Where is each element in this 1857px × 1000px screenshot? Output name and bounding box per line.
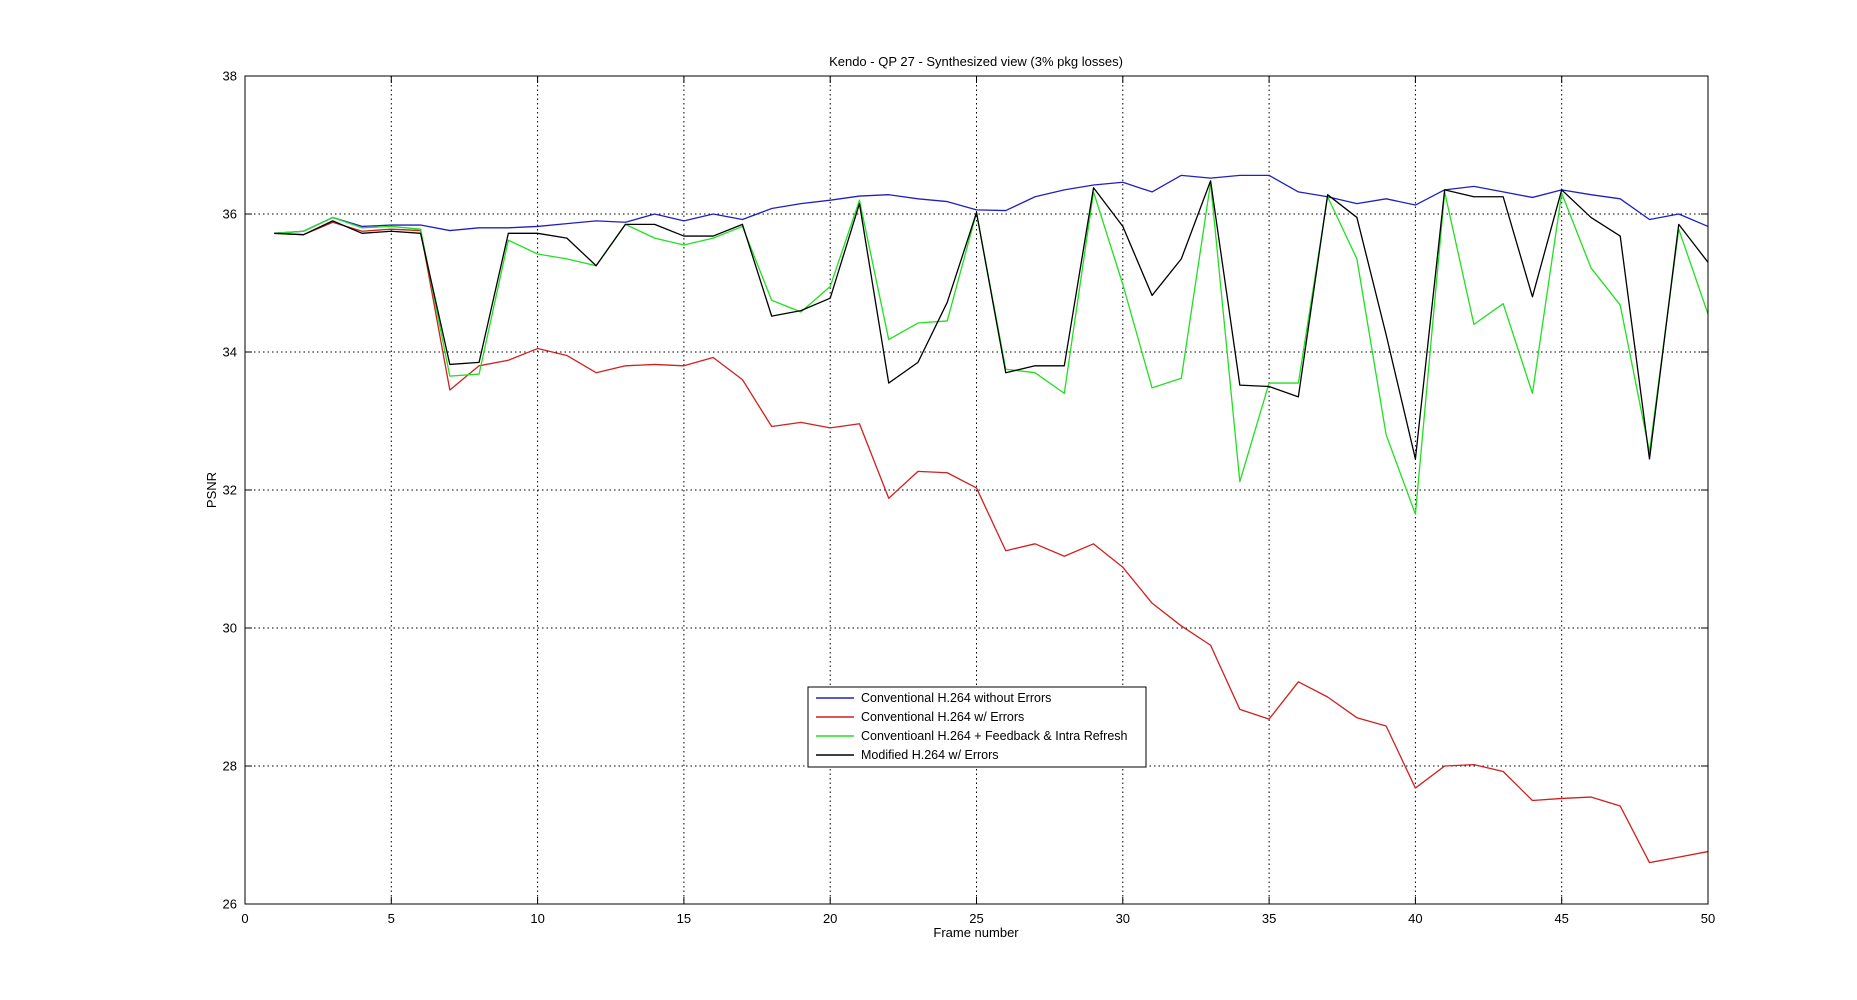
legend-label-1: Conventional H.264 without Errors	[861, 691, 1051, 705]
x-tick-label: 45	[1554, 911, 1568, 926]
x-tick-label: 0	[241, 911, 248, 926]
legend-box	[807, 686, 1147, 768]
x-tick-label: 15	[677, 911, 691, 926]
legend: Conventional H.264 without Errors Conven…	[807, 686, 1147, 768]
y-tick-label: 32	[223, 483, 237, 498]
y-tick-label: 34	[223, 345, 237, 360]
y-tick-label: 30	[223, 621, 237, 636]
x-tick-label: 25	[969, 911, 983, 926]
x-tick-label: 30	[1116, 911, 1130, 926]
x-tick-label: 35	[1262, 911, 1276, 926]
x-tick-label: 20	[823, 911, 837, 926]
legend-label-3: Conventioanl H.264 + Feedback & Intra Re…	[861, 729, 1128, 743]
x-axis-label: Frame number	[933, 925, 1019, 940]
x-tick-label: 50	[1701, 911, 1715, 926]
legend-label-4: Modified H.264 w/ Errors	[861, 748, 999, 762]
legend-label-2: Conventional H.264 w/ Errors	[861, 710, 1024, 724]
chart-title: Kendo - QP 27 - Synthesized view (3% pkg…	[829, 54, 1123, 69]
series-group	[274, 174, 1709, 864]
ticks: 0 5 10 15 20 25 30 35 40 45 50 26 28 30 32 34 36 38	[223, 69, 1716, 927]
y-tick-label: 26	[223, 897, 237, 912]
x-tick-label: 10	[530, 911, 544, 926]
y-axis-label: PSNR	[204, 472, 219, 508]
y-tick-label: 38	[223, 69, 237, 84]
series-line-1	[274, 174, 1709, 234]
y-tick-label: 36	[223, 207, 237, 222]
x-tick-label: 40	[1408, 911, 1422, 926]
x-tick-label: 5	[388, 911, 395, 926]
y-tick-label: 28	[223, 759, 237, 774]
series-line-2	[274, 221, 1709, 864]
series-line-4	[274, 180, 1709, 460]
